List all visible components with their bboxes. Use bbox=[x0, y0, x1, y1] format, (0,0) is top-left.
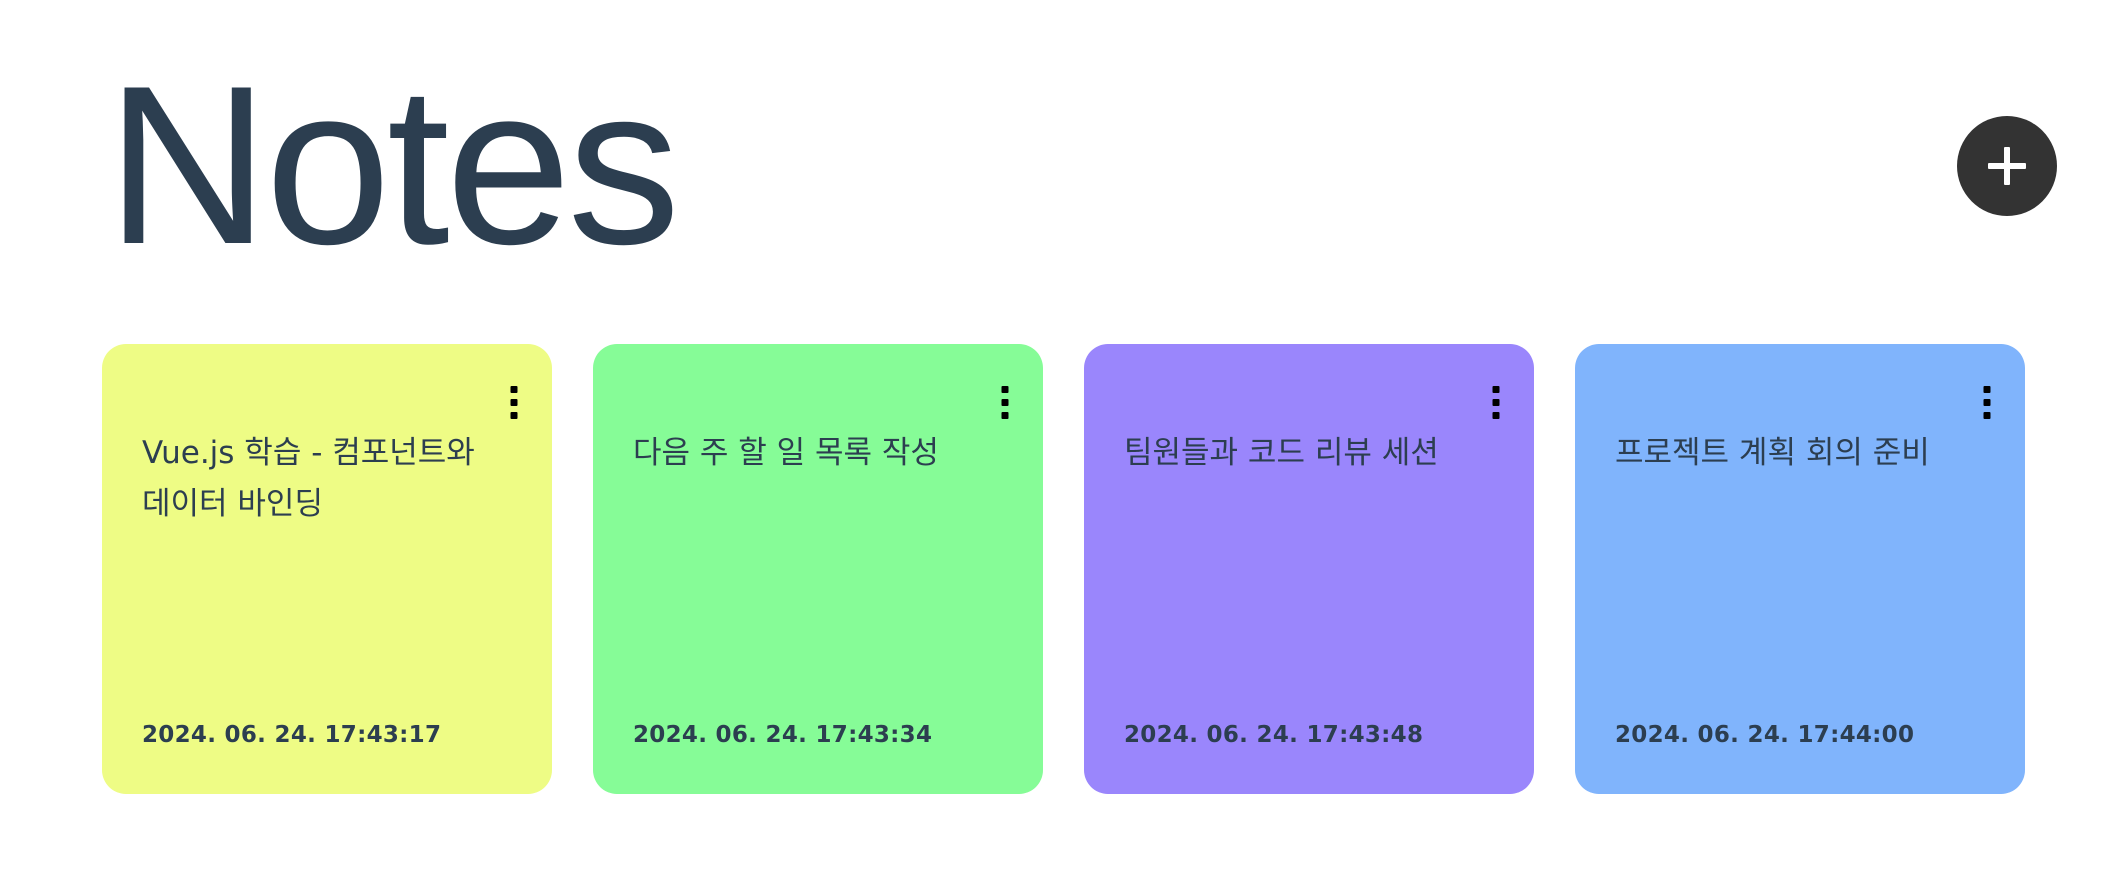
note-date: 2024. 06. 24. 17:43:34 bbox=[633, 722, 933, 748]
kebab-menu-icon bbox=[1001, 386, 1009, 420]
note-menu-button[interactable] bbox=[1977, 386, 1997, 426]
kebab-menu-icon bbox=[1492, 386, 1500, 420]
note-text: 팀원들과 코드 리뷰 세션 bbox=[1124, 435, 1439, 471]
kebab-menu-icon bbox=[510, 386, 518, 420]
notes-grid: Vue.js 학습 - 컴포넌트와 데이터 바인딩 2024. 06. 24. … bbox=[102, 344, 2025, 794]
page-title: Notes bbox=[106, 38, 680, 291]
kebab-menu-icon bbox=[1983, 386, 1991, 420]
note-text: Vue.js 학습 - 컴포넌트와 데이터 바인딩 bbox=[142, 435, 475, 522]
add-note-button[interactable] bbox=[1957, 116, 2057, 216]
note-card[interactable]: 팀원들과 코드 리뷰 세션 2024. 06. 24. 17:43:48 bbox=[1084, 344, 1534, 794]
note-date: 2024. 06. 24. 17:43:48 bbox=[1124, 722, 1424, 748]
note-card[interactable]: 프로젝트 계획 회의 준비 2024. 06. 24. 17:44:00 bbox=[1575, 344, 2025, 794]
note-menu-button[interactable] bbox=[504, 386, 524, 426]
note-date: 2024. 06. 24. 17:43:17 bbox=[142, 722, 442, 748]
note-menu-button[interactable] bbox=[995, 386, 1015, 426]
note-menu-button[interactable] bbox=[1486, 386, 1506, 426]
note-date: 2024. 06. 24. 17:44:00 bbox=[1615, 722, 1915, 748]
note-text: 다음 주 할 일 목록 작성 bbox=[633, 435, 939, 471]
plus-icon bbox=[1988, 147, 2026, 185]
note-card[interactable]: 다음 주 할 일 목록 작성 2024. 06. 24. 17:43:34 bbox=[593, 344, 1043, 794]
note-card[interactable]: Vue.js 학습 - 컴포넌트와 데이터 바인딩 2024. 06. 24. … bbox=[102, 344, 552, 794]
note-text: 프로젝트 계획 회의 준비 bbox=[1615, 435, 1930, 471]
